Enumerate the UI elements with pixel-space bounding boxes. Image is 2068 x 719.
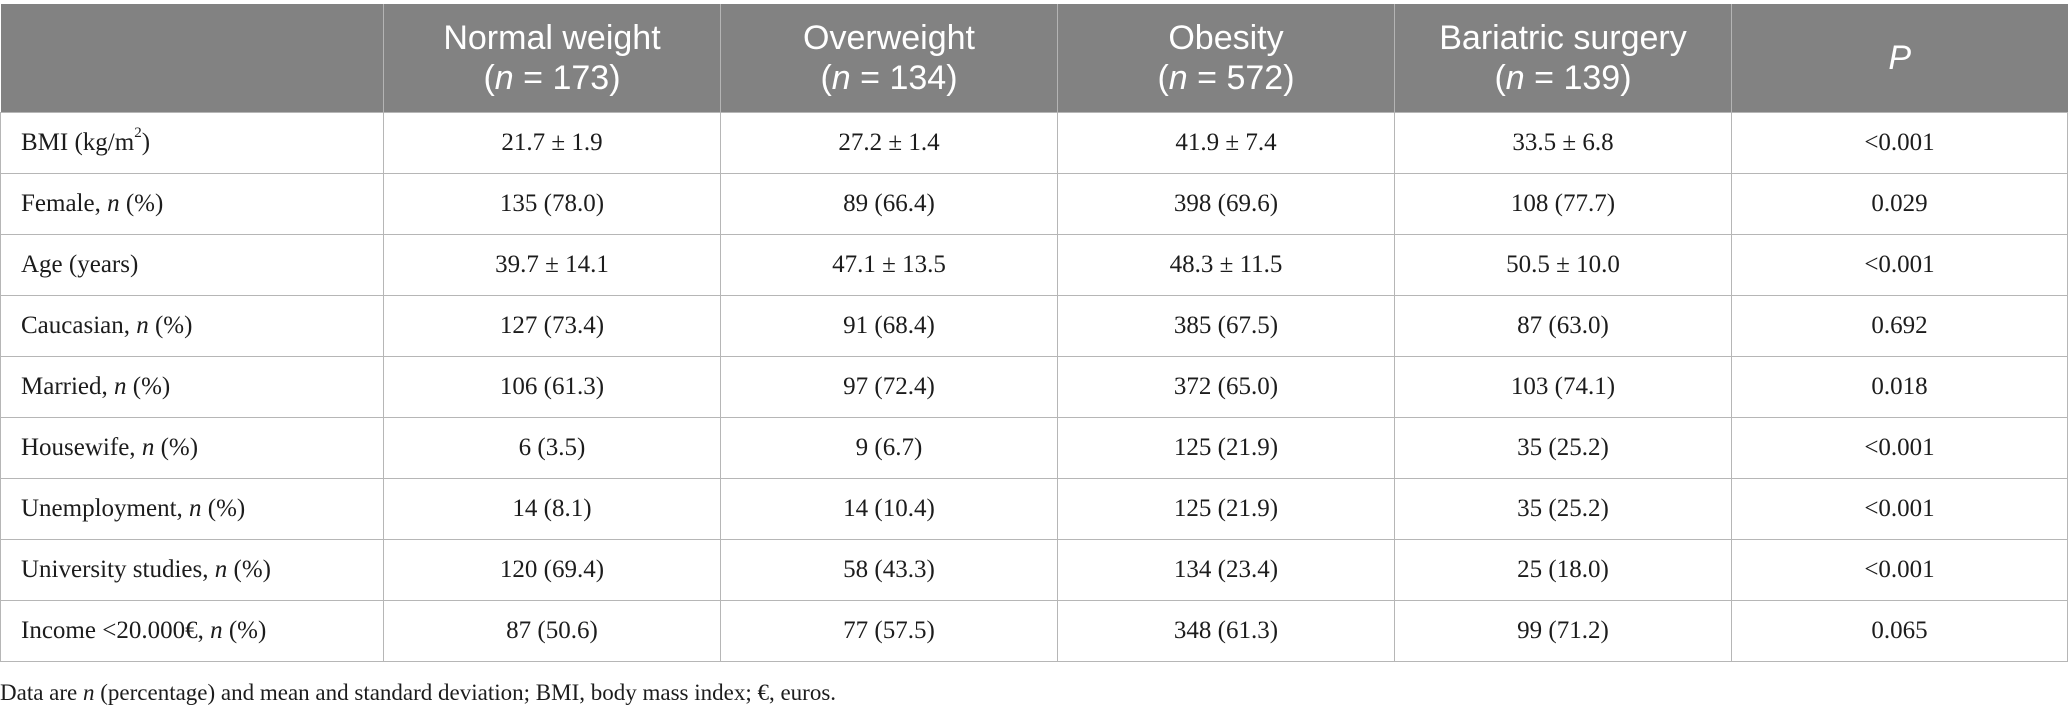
table-cell: 58 (43.3): [720, 539, 1058, 601]
table-cell: 125 (21.9): [1057, 417, 1395, 479]
table-cell: <0.001: [1731, 417, 2068, 479]
table-cell: 120 (69.4): [383, 539, 721, 601]
row-label: Unemployment, n (%): [0, 478, 384, 540]
row-label: Housewife, n (%): [0, 417, 384, 479]
row-label: Caucasian, n (%): [0, 295, 384, 357]
table-cell: 0.018: [1731, 356, 2068, 418]
table-cell: 47.1 ± 13.5: [720, 234, 1058, 296]
table-cell: 87 (50.6): [383, 600, 721, 662]
table-cell: 372 (65.0): [1057, 356, 1395, 418]
table-cell: 91 (68.4): [720, 295, 1058, 357]
table-cell: 77 (57.5): [720, 600, 1058, 662]
table-cell: 106 (61.3): [383, 356, 721, 418]
table-cell: 0.029: [1731, 173, 2068, 235]
row-label: University studies, n (%): [0, 539, 384, 601]
row-label: Married, n (%): [0, 356, 384, 418]
table-cell: 41.9 ± 7.4: [1057, 112, 1395, 174]
table-row: Female, n (%) 135 (78.0) 89 (66.4) 398 (69.…: [0, 173, 2068, 235]
header-empty-cell: [0, 4, 384, 113]
row-label: Income <20.000€, n (%): [0, 600, 384, 662]
table-cell: 134 (23.4): [1057, 539, 1395, 601]
table-cell: <0.001: [1731, 112, 2068, 174]
table-cell: 35 (25.2): [1394, 478, 1732, 540]
header-normal-weight: Normal weight (n = 173): [383, 4, 721, 113]
data-table: Normal weight (n = 173) Overweight (n = 13…: [0, 4, 2068, 662]
table-row: University studies, n (%) 120 (69.4) 58 (4…: [0, 539, 2068, 601]
table-cell: 0.692: [1731, 295, 2068, 357]
row-label: Age (years): [0, 234, 384, 296]
header-overweight: Overweight (n = 134): [720, 4, 1058, 113]
table-cell: 14 (10.4): [720, 478, 1058, 540]
table-cell: 21.7 ± 1.9: [383, 112, 721, 174]
table-cell: 9 (6.7): [720, 417, 1058, 479]
table-cell: <0.001: [1731, 539, 2068, 601]
table-body: BMI (kg/m2) 21.7 ± 1.9 27.2 ± 1.4 41.9 ± 7.…: [0, 112, 2068, 662]
header-obesity: Obesity (n = 572): [1057, 4, 1395, 113]
table-cell: 108 (77.7): [1394, 173, 1732, 235]
table-cell: 87 (63.0): [1394, 295, 1732, 357]
row-label: BMI (kg/m2): [0, 112, 384, 174]
header-p-value: P: [1731, 4, 2068, 113]
table-cell: 89 (66.4): [720, 173, 1058, 235]
table-cell: 39.7 ± 14.1: [383, 234, 721, 296]
table-cell: 125 (21.9): [1057, 478, 1395, 540]
table-cell: 48.3 ± 11.5: [1057, 234, 1395, 296]
table-footnote: Data are n (percentage) and mean and sta…: [0, 680, 837, 705]
row-label: Female, n (%): [0, 173, 384, 235]
table-cell: 25 (18.0): [1394, 539, 1732, 601]
table-cell: 127 (73.4): [383, 295, 721, 357]
table-row: Unemployment, n (%) 14 (8.1) 14 (10.4) 125 …: [0, 478, 2068, 540]
header-bariatric-surgery: Bariatric surgery (n = 139): [1394, 4, 1732, 113]
table-cell: 33.5 ± 6.8: [1394, 112, 1732, 174]
table-cell: 35 (25.2): [1394, 417, 1732, 479]
table-row: Married, n (%) 106 (61.3) 97 (72.4) 372 (65…: [0, 356, 2068, 418]
table-row: Income <20.000€, n (%) 87 (50.6) 77 (57.5)…: [0, 600, 2068, 662]
table-row: BMI (kg/m2) 21.7 ± 1.9 27.2 ± 1.4 41.9 ± 7.…: [0, 112, 2068, 174]
table-cell: <0.001: [1731, 478, 2068, 540]
table-cell: 27.2 ± 1.4: [720, 112, 1058, 174]
table-row: Housewife, n (%) 6 (3.5) 9 (6.7) 125 (21.9)…: [0, 417, 2068, 479]
header-row: Normal weight (n = 173) Overweight (n = 13…: [0, 4, 2068, 113]
table-row: Age (years) 39.7 ± 14.1 47.1 ± 13.5 48.3 ± …: [0, 234, 2068, 296]
table-cell: 14 (8.1): [383, 478, 721, 540]
table-cell: 398 (69.6): [1057, 173, 1395, 235]
table-cell: <0.001: [1731, 234, 2068, 296]
table-row: Caucasian, n (%) 127 (73.4) 91 (68.4) 385 (…: [0, 295, 2068, 357]
table-cell: 135 (78.0): [383, 173, 721, 235]
table-cell: 385 (67.5): [1057, 295, 1395, 357]
table-cell: 50.5 ± 10.0: [1394, 234, 1732, 296]
table-cell: 103 (74.1): [1394, 356, 1732, 418]
table-cell: 99 (71.2): [1394, 600, 1732, 662]
table-cell: 0.065: [1731, 600, 2068, 662]
table-cell: 97 (72.4): [720, 356, 1058, 418]
table-cell: 348 (61.3): [1057, 600, 1395, 662]
table-cell: 6 (3.5): [383, 417, 721, 479]
